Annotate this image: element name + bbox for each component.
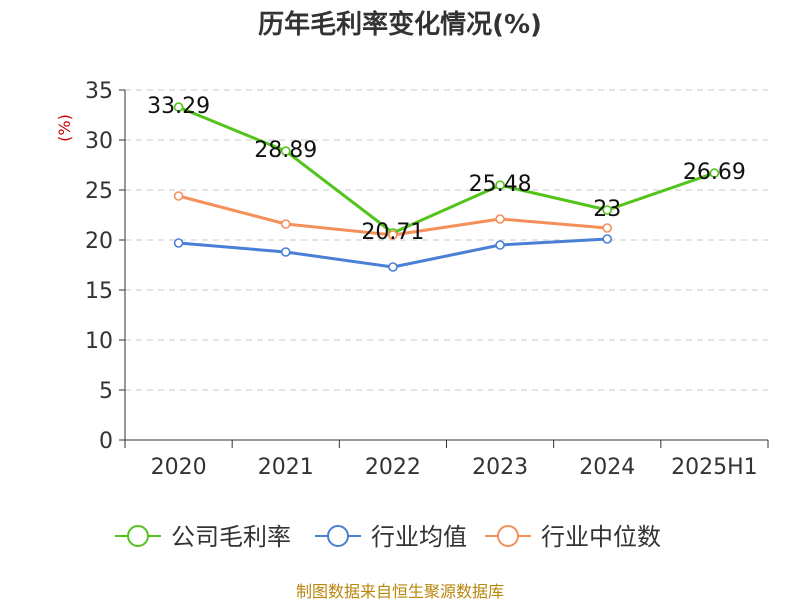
legend-label: 公司毛利率 (171, 523, 291, 551)
source-note: 制图数据来自恒生聚源数据库 (295, 582, 504, 601)
y-tick-label: 30 (85, 129, 113, 154)
series-line (178, 105, 715, 235)
data-label: 33.29 (147, 94, 210, 119)
data-point (495, 180, 505, 190)
data-point (173, 102, 184, 112)
data-label: 20.71 (361, 220, 424, 245)
x-tick-label: 2024 (579, 455, 635, 480)
y-tick-label: 10 (85, 329, 113, 354)
data-label: 28.89 (254, 138, 317, 163)
y-axis-label: (%) (55, 114, 74, 142)
y-tick-label: 35 (85, 79, 113, 104)
legend: 公司毛利率 行业均值 行业中位数 (115, 523, 661, 551)
data-point (173, 238, 184, 248)
data-point (602, 223, 613, 233)
data-point (173, 191, 184, 201)
chart-title: 历年毛利率变化情况(%) (258, 10, 542, 40)
data-labels: 33.29 28.89 20.71 25.48 23 26.69 (147, 94, 746, 245)
legend-label: 行业均值 (371, 523, 467, 551)
legend-marker (497, 525, 519, 547)
y-tick-label: 0 (99, 429, 113, 454)
y-tick-label: 20 (85, 229, 113, 254)
data-point (602, 234, 613, 244)
data-point (280, 146, 291, 156)
data-point (709, 168, 720, 178)
legend-label: 行业中位数 (541, 523, 661, 551)
legend-marker (127, 525, 149, 547)
series-lines (173, 102, 720, 272)
grid-lines (125, 89, 768, 391)
x-tick-label: 2025H1 (671, 455, 758, 480)
x-tick-label: 2023 (472, 455, 528, 480)
data-label: 23 (593, 197, 621, 222)
x-tick-label: 2020 (151, 455, 207, 480)
data-point (602, 205, 613, 215)
x-tick-label: 2022 (365, 455, 421, 480)
legend-marker (327, 525, 349, 547)
y-tick-label: 5 (99, 379, 113, 404)
y-tick-label: 25 (85, 179, 113, 204)
data-point (388, 262, 398, 272)
data-label: 25.48 (469, 172, 532, 197)
x-tick-label: 2021 (258, 455, 314, 480)
data-point (280, 219, 291, 229)
axes: 0 5 10 15 20 25 30 35 2020 2021 2022 2023 2024 2025H1… (55, 79, 769, 480)
data-point (280, 247, 291, 257)
y-tick-label: 15 (85, 279, 113, 304)
data-label: 26.69 (683, 160, 746, 185)
data-point (388, 230, 398, 240)
data-point (495, 240, 505, 250)
data-point (495, 214, 505, 224)
